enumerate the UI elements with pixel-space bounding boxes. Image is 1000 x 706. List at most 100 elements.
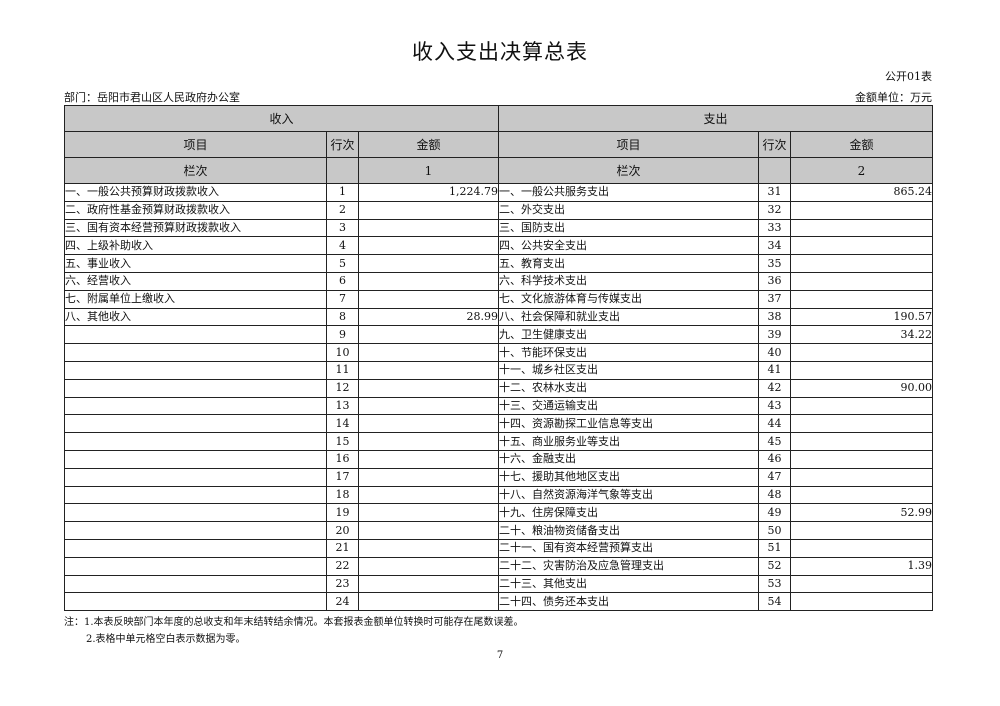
expense-item: 三、国防支出 xyxy=(498,218,759,238)
expense-item: 七、文化旅游体育与传媒支出 xyxy=(498,289,759,309)
expense-row-no: 46 xyxy=(758,449,791,469)
income-row-no: 18 xyxy=(326,485,359,505)
income-row-no: 22 xyxy=(326,556,359,576)
income-amount xyxy=(358,556,499,576)
income-row-no: 4 xyxy=(326,236,359,256)
income-rowno-header: 行次 xyxy=(326,131,359,158)
expense-item: 六、科学技术支出 xyxy=(498,271,759,291)
income-row-no: 9 xyxy=(326,325,359,345)
expense-item: 二十四、债务还本支出 xyxy=(498,592,759,612)
expense-item: 十七、援助其他地区支出 xyxy=(498,467,759,487)
table-row: 12 十二、农林水支出 42 90.00 xyxy=(64,378,933,398)
income-row-no: 19 xyxy=(326,503,359,523)
note-2: 2.表格中单元格空白表示数据为零。 xyxy=(86,634,246,645)
income-item xyxy=(64,521,327,540)
income-amount xyxy=(358,236,499,256)
unit-label: 金额单位：万元 xyxy=(855,91,932,104)
expense-amount xyxy=(790,485,933,505)
table-row: 10 十、节能环保支出 40 xyxy=(64,343,933,362)
income-row-no: 5 xyxy=(326,254,359,273)
expense-row-no: 41 xyxy=(758,360,791,380)
income-header: 收入 xyxy=(64,105,499,132)
expense-item: 四、公共安全支出 xyxy=(498,236,759,256)
income-item xyxy=(64,467,327,487)
header-row-columns: 项目 行次 金额 项目 行次 金额 xyxy=(64,131,933,158)
table-row: 七、附属单位上缴收入 7 七、文化旅游体育与传媒支出 37 xyxy=(64,289,933,309)
table-row: 14 十四、资源勘探工业信息等支出 44 xyxy=(64,414,933,434)
table-row: 18 十八、自然资源海洋气象等支出 48 xyxy=(64,485,933,505)
income-amount xyxy=(358,396,499,416)
expense-column-number: 2 xyxy=(790,157,933,184)
income-item xyxy=(64,360,327,380)
income-item: 七、附属单位上缴收入 xyxy=(64,289,327,309)
form-number: 公开01表 xyxy=(885,70,932,83)
income-item xyxy=(64,378,327,398)
income-amount-header: 金额 xyxy=(358,131,499,158)
expense-row-no: 32 xyxy=(758,200,791,220)
income-row-no: 8 xyxy=(326,307,359,327)
table-row: 24 二十四、债务还本支出 54 xyxy=(64,592,933,612)
expense-header: 支出 xyxy=(498,105,933,132)
expense-row-no: 38 xyxy=(758,307,791,327)
expense-row-no: 47 xyxy=(758,467,791,487)
expense-item: 一、一般公共服务支出 xyxy=(498,183,759,202)
income-amount xyxy=(358,503,499,523)
expense-row-no: 31 xyxy=(758,183,791,202)
expense-amount: 52.99 xyxy=(790,503,933,523)
expense-column-blank xyxy=(758,157,791,184)
expense-row-no: 53 xyxy=(758,574,791,594)
expense-row-no: 44 xyxy=(758,414,791,434)
expense-row-no: 34 xyxy=(758,236,791,256)
header-row-column-numbers: 栏次 1 栏次 2 xyxy=(64,157,933,184)
income-amount xyxy=(358,485,499,505)
income-amount xyxy=(358,432,499,451)
income-amount xyxy=(358,521,499,540)
expense-amount xyxy=(790,396,933,416)
income-item xyxy=(64,325,327,345)
expense-amount: 90.00 xyxy=(790,378,933,398)
expense-item: 十二、农林水支出 xyxy=(498,378,759,398)
income-row-no: 6 xyxy=(326,271,359,291)
income-amount xyxy=(358,343,499,362)
income-item: 五、事业收入 xyxy=(64,254,327,273)
expense-row-no: 48 xyxy=(758,485,791,505)
expense-row-no: 33 xyxy=(758,218,791,238)
expense-amount xyxy=(790,414,933,434)
income-amount xyxy=(358,378,499,398)
income-amount xyxy=(358,200,499,220)
income-item: 四、上级补助收入 xyxy=(64,236,327,256)
expense-row-no: 35 xyxy=(758,254,791,273)
income-item xyxy=(64,414,327,434)
income-item xyxy=(64,396,327,416)
income-amount xyxy=(358,592,499,612)
expense-amount: 1.39 xyxy=(790,556,933,576)
table-row: 五、事业收入 5 五、教育支出 35 xyxy=(64,254,933,273)
income-amount xyxy=(358,449,499,469)
expense-item: 十、节能环保支出 xyxy=(498,343,759,362)
expense-item: 二十、粮油物资储备支出 xyxy=(498,521,759,540)
income-item xyxy=(64,538,327,558)
income-amount xyxy=(358,360,499,380)
income-item: 一、一般公共预算财政拨款收入 xyxy=(64,183,327,202)
table-row: 11 十一、城乡社区支出 41 xyxy=(64,360,933,380)
income-item: 二、政府性基金预算财政拨款收入 xyxy=(64,200,327,220)
expense-amount-header: 金额 xyxy=(790,131,933,158)
table-row: 一、一般公共预算财政拨款收入 1 1,224.79 一、一般公共服务支出 31 865.2… xyxy=(64,183,933,202)
table-row: 19 十九、住房保障支出 49 52.99 xyxy=(64,503,933,523)
expense-amount xyxy=(790,343,933,362)
income-item xyxy=(64,592,327,612)
income-row-no: 13 xyxy=(326,396,359,416)
expense-amount: 190.57 xyxy=(790,307,933,327)
income-column-label: 栏次 xyxy=(64,157,327,184)
expense-item: 十九、住房保障支出 xyxy=(498,503,759,523)
table-row: 9 九、卫生健康支出 39 34.22 xyxy=(64,325,933,345)
income-column-blank xyxy=(326,157,359,184)
expense-amount xyxy=(790,574,933,594)
expense-item: 十八、自然资源海洋气象等支出 xyxy=(498,485,759,505)
income-item xyxy=(64,449,327,469)
table-row: 四、上级补助收入 4 四、公共安全支出 34 xyxy=(64,236,933,256)
expense-item: 九、卫生健康支出 xyxy=(498,325,759,345)
income-row-no: 10 xyxy=(326,343,359,362)
expense-amount xyxy=(790,218,933,238)
department-label: 部门：岳阳市君山区人民政府办公室 xyxy=(64,91,240,104)
